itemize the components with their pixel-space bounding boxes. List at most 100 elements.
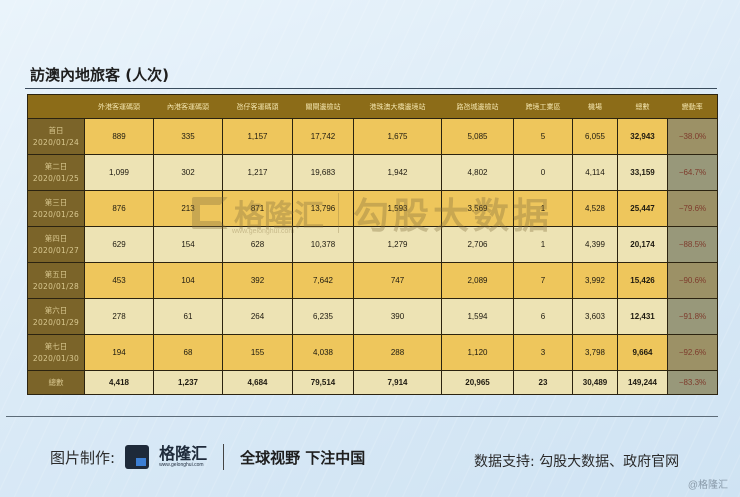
credit-watermark: @格隆汇: [687, 480, 728, 491]
table-cell: 104: [153, 262, 223, 299]
change-rate-cell: −91.8%: [667, 298, 718, 335]
table-cell: 390: [353, 298, 442, 335]
table-cell: 302: [153, 154, 223, 191]
table-cell: 4,114: [572, 154, 618, 191]
table-cell: 3,798: [572, 334, 618, 371]
table-cell: 453: [84, 262, 154, 299]
table-cell: 7,914: [353, 370, 442, 395]
row-day: 第六日: [44, 305, 68, 315]
column-header: 港珠澳大橋邊境站: [353, 94, 442, 119]
source-label: 数据支持:: [474, 454, 535, 470]
change-rate-cell: −90.6%: [667, 262, 718, 299]
table-cell: 629: [84, 226, 154, 263]
column-header: 變動率: [667, 94, 718, 119]
change-rate-cell: −83.3%: [667, 370, 718, 395]
column-header: 外港客運碼頭: [84, 94, 154, 119]
table-cell: 1,099: [84, 154, 154, 191]
table-cell: 3,569: [441, 190, 514, 227]
row-day: 首日: [48, 125, 64, 135]
logo-name: 格隆汇: [159, 444, 208, 463]
table-row: 第四日 2020/01/27 629 154 628 10,378 1,279 2…: [27, 226, 718, 263]
row-date: 2020/01/27: [32, 245, 80, 255]
table-header-row: 外港客運碼頭 內港客運碼頭 氹仔客運碼頭 關閘邊檢站 港珠澳大橋邊境站 路氹城邊…: [27, 94, 718, 119]
row-label: 第七日 2020/01/30: [27, 334, 85, 371]
logo-url: www.gelonghui.com: [159, 462, 204, 468]
footer-credits: 图片制作: 格隆汇 www.gelonghui.com 全球视野 下注中国: [50, 444, 365, 470]
column-header: 跨境工業區: [513, 94, 573, 119]
table-cell: 628: [222, 226, 293, 263]
row-label: 第五日 2020/01/28: [27, 262, 85, 299]
logo-text: 格隆汇 www.gelonghui.com: [159, 444, 208, 469]
table-row: 第二日 2020/01/25 1,099 302 1,217 19,683 1,9…: [27, 154, 718, 191]
column-header: [27, 94, 85, 119]
change-rate-cell: −88.5%: [667, 226, 718, 263]
table-cell: 264: [222, 298, 293, 335]
footer-divider: [6, 416, 718, 417]
page-title: 訪澳內地旅客 (人次): [30, 66, 169, 84]
table-cell: 1,593: [353, 190, 442, 227]
row-label: 第二日 2020/01/25: [27, 154, 85, 191]
row-label: 第四日 2020/01/27: [27, 226, 85, 263]
table-cell: 392: [222, 262, 293, 299]
table-cell: 5,085: [441, 118, 514, 155]
table-cell: 68: [153, 334, 223, 371]
title-divider: [25, 88, 717, 89]
table-cell: 17,742: [292, 118, 354, 155]
table-row: 第七日 2020/01/30 194 68 155 4,038 288 1,120…: [27, 334, 718, 371]
table-cell: 3,992: [572, 262, 618, 299]
table-cell: 4,418: [84, 370, 154, 395]
logo-divider: [223, 444, 225, 470]
row-label: 總數: [27, 370, 85, 395]
row-date: 2020/01/25: [32, 173, 80, 183]
table-cell: 30,489: [572, 370, 618, 395]
total-cell: 32,943: [617, 118, 668, 155]
table-cell: 1: [513, 190, 573, 227]
table-cell: 2,706: [441, 226, 514, 263]
column-header: 關閘邊檢站: [292, 94, 354, 119]
row-label: 第六日 2020/01/29: [27, 298, 85, 335]
table-row: 第五日 2020/01/28 453 104 392 7,642 747 2,08…: [27, 262, 718, 299]
table-cell: 6,055: [572, 118, 618, 155]
table-cell: 61: [153, 298, 223, 335]
table-cell: 23: [513, 370, 573, 395]
table-cell: 194: [84, 334, 154, 371]
table-cell: 1: [513, 226, 573, 263]
row-day: 第四日: [44, 233, 68, 243]
table-cell: 79,514: [292, 370, 354, 395]
row-date: 2020/01/28: [32, 281, 80, 291]
table-cell: 213: [153, 190, 223, 227]
row-label: 首日 2020/01/24: [27, 118, 85, 155]
visitor-table: 外港客運碼頭 內港客運碼頭 氹仔客運碼頭 關閘邊檢站 港珠澳大橋邊境站 路氹城邊…: [27, 94, 718, 395]
table-cell: 154: [153, 226, 223, 263]
table-cell: 1,279: [353, 226, 442, 263]
column-header: 機場: [572, 94, 618, 119]
table-cell: 3,603: [572, 298, 618, 335]
table-cell: 0: [513, 154, 573, 191]
table-cell: 7,642: [292, 262, 354, 299]
change-rate-cell: −64.7%: [667, 154, 718, 191]
table-cell: 747: [353, 262, 442, 299]
row-day: 第五日: [44, 269, 68, 279]
table-cell: 1,120: [441, 334, 514, 371]
table-cell: 20,965: [441, 370, 514, 395]
table-cell: 10,378: [292, 226, 354, 263]
table-cell: 19,683: [292, 154, 354, 191]
table-row: 首日 2020/01/24 889 335 1,157 17,742 1,675 …: [27, 118, 718, 155]
table-cell: 4,684: [222, 370, 293, 395]
table-cell: 889: [84, 118, 154, 155]
table-cell: 2,089: [441, 262, 514, 299]
table-total-row: 總數 4,418 1,237 4,684 79,514 7,914 20,965…: [27, 370, 718, 395]
total-cell: 9,664: [617, 334, 668, 371]
total-cell: 33,159: [617, 154, 668, 191]
row-date: 2020/01/24: [32, 137, 80, 147]
table-cell: 1,594: [441, 298, 514, 335]
change-rate-cell: −38.0%: [667, 118, 718, 155]
total-cell: 20,174: [617, 226, 668, 263]
row-date: 2020/01/30: [32, 353, 80, 363]
table-cell: 4,399: [572, 226, 618, 263]
table-cell: 4,528: [572, 190, 618, 227]
column-header: 內港客運碼頭: [153, 94, 223, 119]
slogan: 全球视野 下注中国: [240, 448, 366, 467]
row-date: 2020/01/26: [32, 209, 80, 219]
row-day: 第三日: [44, 197, 68, 207]
